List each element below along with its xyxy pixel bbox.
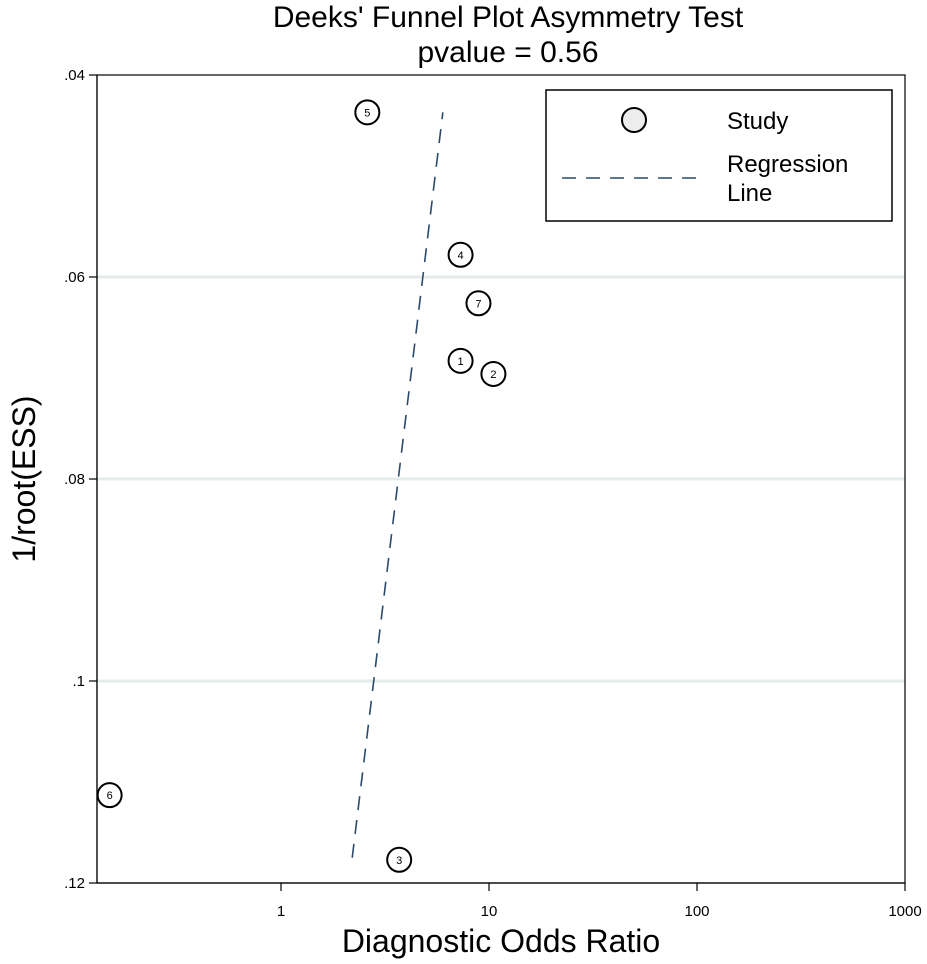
x-axis: 1 10 100 1000 — [97, 882, 922, 920]
study-point-marker — [465, 290, 492, 317]
study-point-label: 1 — [458, 356, 464, 368]
study-point-marker — [386, 846, 413, 873]
study-point-marker — [447, 347, 474, 374]
y-tick-label: .12 — [64, 875, 85, 892]
regression-line — [351, 112, 444, 858]
study-point-7: 7 — [465, 290, 492, 317]
grid-lines — [97, 275, 905, 683]
study-point-label: 6 — [107, 790, 113, 802]
study-points-group: 1 2 3 4 5 6 7 — [96, 99, 507, 873]
y-axis: .04 .06 .08 .1 .12 — [64, 67, 98, 892]
study-point-label: 3 — [396, 855, 402, 867]
study-point-label: 5 — [364, 107, 370, 119]
chart-subtitle: pvalue = 0.56 — [418, 36, 599, 69]
chart-title: Deeks' Funnel Plot Asymmetry Test — [273, 1, 744, 34]
study-point-6: 6 — [96, 782, 123, 809]
y-axis-label: 1/root(ESS) — [6, 395, 42, 562]
x-tick-label: 1000 — [888, 903, 921, 920]
study-point-1: 1 — [447, 347, 474, 374]
x-axis-label: Diagnostic Odds Ratio — [342, 923, 660, 959]
study-point-3: 3 — [386, 846, 413, 873]
regression-line-group — [351, 112, 444, 858]
subtitle-value: 0.56 — [540, 36, 598, 69]
study-point-5: 5 — [354, 99, 381, 126]
legend: Study Regression Line — [545, 89, 893, 222]
legend-box — [545, 89, 893, 222]
subtitle-label: pvalue — [418, 36, 506, 69]
x-tick-label: 100 — [684, 903, 709, 920]
subtitle-equals: = — [506, 36, 540, 69]
study-point-label: 7 — [475, 298, 481, 310]
study-point-2: 2 — [480, 360, 507, 387]
study-point-4: 4 — [447, 241, 474, 268]
y-tick-label: .04 — [64, 67, 85, 84]
study-point-marker — [354, 99, 381, 126]
y-tick-label: .08 — [64, 471, 85, 488]
legend-regression-label-line2: Line — [727, 180, 772, 207]
y-tick-label: .1 — [72, 673, 85, 690]
study-point-marker — [480, 360, 507, 387]
study-point-marker — [447, 241, 474, 268]
x-tick-label: 1 — [277, 903, 285, 920]
y-tick-label: .06 — [64, 269, 85, 286]
legend-study-label: Study — [727, 108, 788, 135]
study-point-marker — [96, 782, 123, 809]
legend-study-marker — [621, 107, 647, 133]
x-tick-label: 10 — [481, 903, 498, 920]
study-point-label: 4 — [458, 250, 464, 262]
legend-regression-label-line1: Regression — [727, 151, 848, 178]
study-point-label: 2 — [490, 369, 496, 381]
